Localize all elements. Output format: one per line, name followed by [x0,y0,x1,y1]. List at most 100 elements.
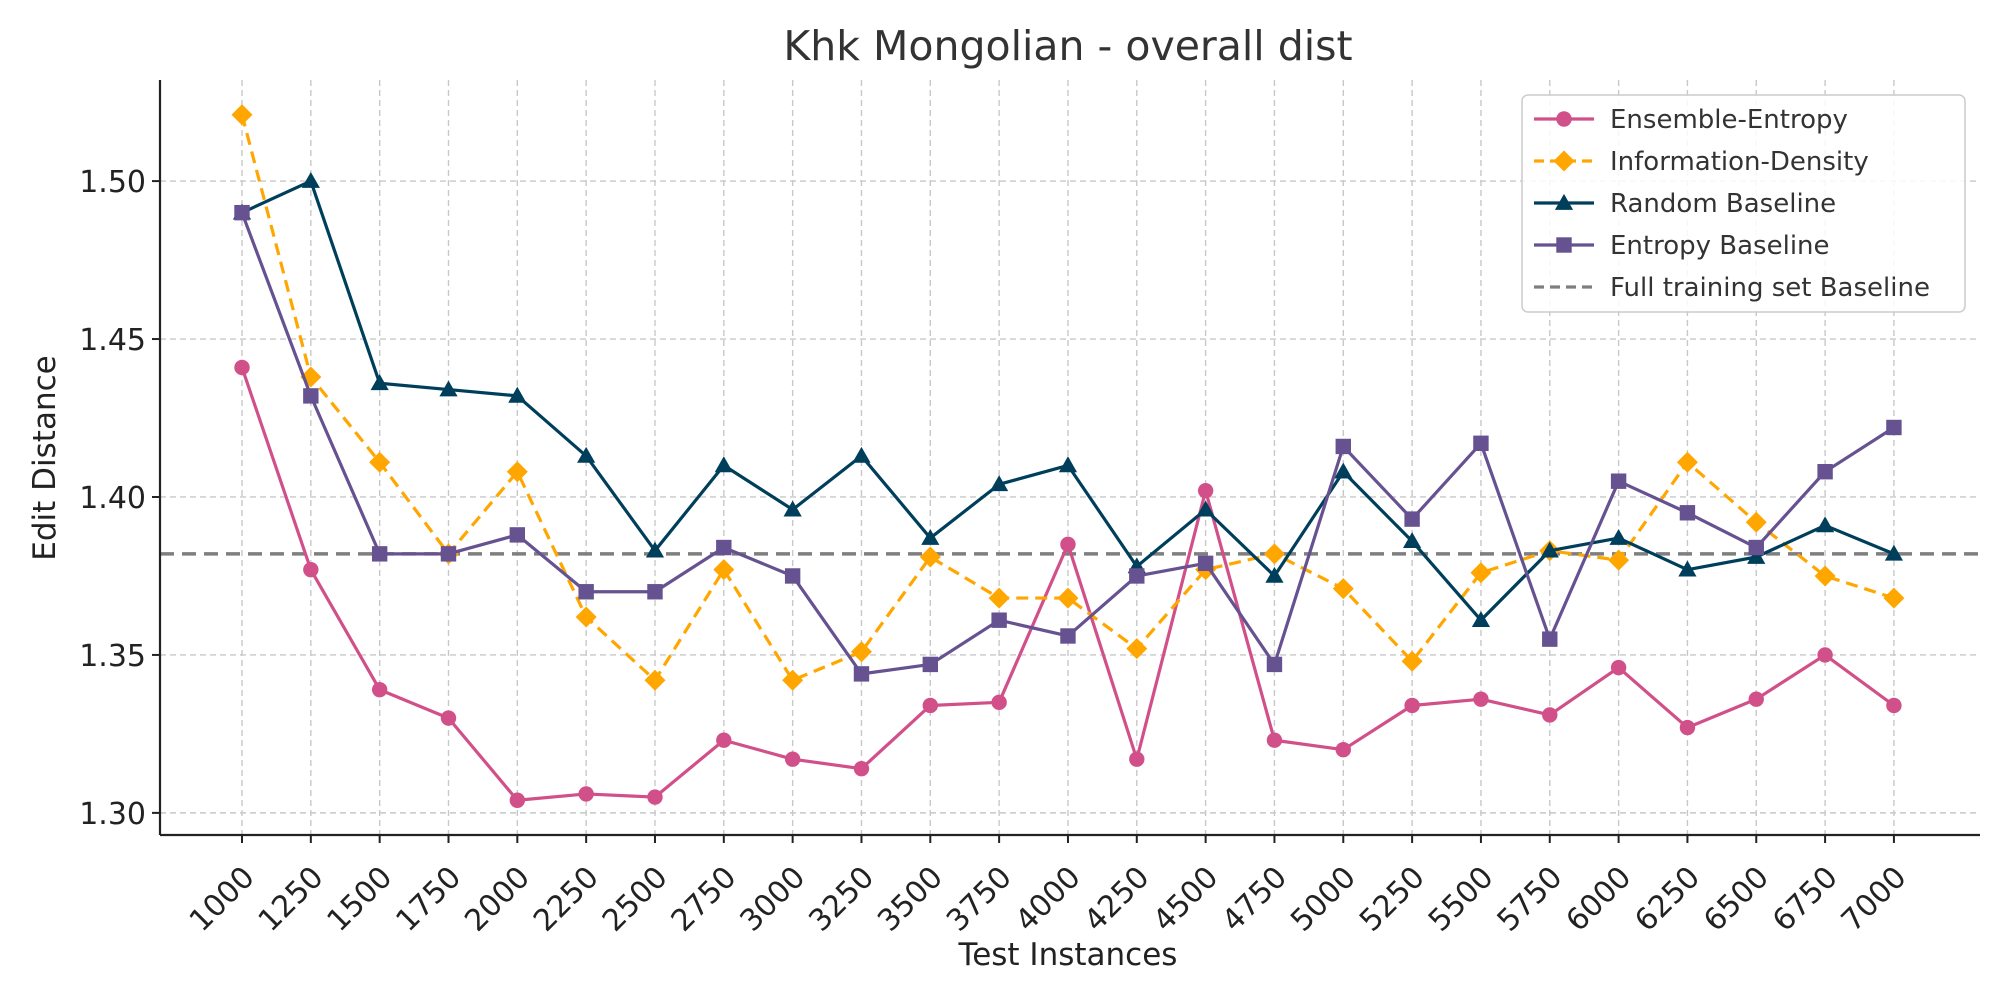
x-tick-label: 6500 [1697,860,1776,939]
data-point-square [922,656,938,673]
data-point-triangle [990,475,1009,492]
chart-title: Khk Mongolian - overall dist [783,22,1352,70]
data-point-diamond [644,669,666,691]
data-point-square [1129,568,1145,584]
data-point-circle [371,681,388,698]
y-tick-label: 1.35 [79,639,146,674]
data-point-diamond [713,559,735,581]
legend-box [1521,94,1966,313]
data-point-square [578,584,594,600]
x-tick-label: 2750 [665,860,744,939]
y-tick-label: 1.30 [79,797,146,832]
x-tick-label: 5000 [1284,860,1363,939]
data-point-triangle [1747,547,1766,564]
data-point-square [1886,419,1902,436]
legend-entry: Ensemble-Entropy [1534,105,1848,135]
data-point-circle [1542,707,1558,723]
x-tick-label: 6000 [1560,860,1639,939]
data-point-circle [1129,751,1145,767]
x-tick-label: 6250 [1628,860,1707,939]
x-tick-label: 2000 [458,860,537,939]
data-point-circle [1886,697,1902,714]
data-point-circle [234,359,250,376]
x-tick-label: 4000 [1009,860,1088,939]
data-point-circle [1060,536,1076,553]
data-point-square [509,527,526,543]
x-tick-label: 5250 [1353,860,1432,939]
data-point-square [371,546,388,562]
data-point-circle [716,732,732,748]
data-point-diamond [1332,578,1354,600]
data-point-circle [1556,111,1572,127]
data-point-triangle [714,456,733,473]
x-tick-label: 4750 [1215,860,1294,939]
data-point-square [1335,438,1351,455]
x-axis-label: Test Instances [958,937,1178,973]
data-point-circle [647,789,663,805]
series-ensemble-entropy [234,359,1902,808]
data-point-circle [922,697,938,714]
x-tick-label: 4500 [1147,860,1226,939]
series-lines [231,104,1905,808]
x-tick-label: 6750 [1766,860,1845,939]
data-point-diamond [1814,565,1836,587]
x-tick-label: 4250 [1078,860,1157,939]
data-point-square [853,666,870,682]
legend: Ensemble-Entropy Information-Density Rando… [1521,94,1966,313]
data-point-diamond [369,451,391,473]
data-point-square [1266,656,1283,673]
data-point-diamond [575,606,597,628]
data-point-circle [440,710,457,726]
x-tick-label: 5750 [1491,860,1570,939]
data-point-square [1556,237,1572,253]
data-point-diamond [988,587,1010,609]
legend-entry: Information-Density [1534,147,1869,177]
data-point-diamond [1676,451,1698,473]
y-tick-label: 1.45 [79,323,146,358]
data-point-triangle [1540,541,1559,558]
legend-label: Ensemble-Entropy [1610,105,1848,135]
data-point-square [1060,628,1076,644]
data-point-circle [509,792,526,808]
data-point-circle [1679,719,1696,736]
legend-label: Information-Density [1610,147,1869,177]
data-point-triangle [508,386,527,403]
x-tick-label: 3250 [802,860,881,939]
data-point-triangle [1196,500,1215,517]
legend-label: Random Baseline [1610,189,1836,219]
data-point-triangle [1471,611,1491,628]
legend-entry: Full training set Baseline [1534,273,1930,303]
data-point-diamond [1057,587,1079,609]
legend-label: Entropy Baseline [1610,231,1830,261]
data-point-circle [784,751,801,767]
data-point-diamond [1263,543,1285,565]
data-point-triangle [370,374,389,391]
data-point-triangle [852,446,871,463]
data-point-triangle [1609,528,1628,545]
data-point-square [1748,539,1764,556]
data-point-diamond [1883,587,1905,609]
data-point-square [303,388,319,404]
x-tick-label: 2500 [596,860,675,939]
data-point-triangle [439,380,458,397]
data-point-square [991,612,1007,628]
data-point-square [1473,435,1489,451]
x-tick-label: 1250 [252,860,331,939]
data-point-triangle [577,446,596,463]
data-point-triangle [921,528,940,545]
data-point-circle [303,561,319,578]
data-point-square [1817,464,1833,480]
grid [160,80,1980,835]
data-point-triangle [783,500,802,517]
data-point-triangle [1265,566,1284,583]
x-tick-label: 3000 [734,860,813,939]
data-point-triangle [1403,532,1422,549]
data-point-diamond [506,461,528,483]
legend-entry: Entropy Baseline [1534,231,1830,261]
x-tick-label: 2250 [527,860,606,939]
data-point-diamond [850,641,872,663]
data-point-diamond [1470,562,1492,584]
data-point-square [440,546,457,562]
